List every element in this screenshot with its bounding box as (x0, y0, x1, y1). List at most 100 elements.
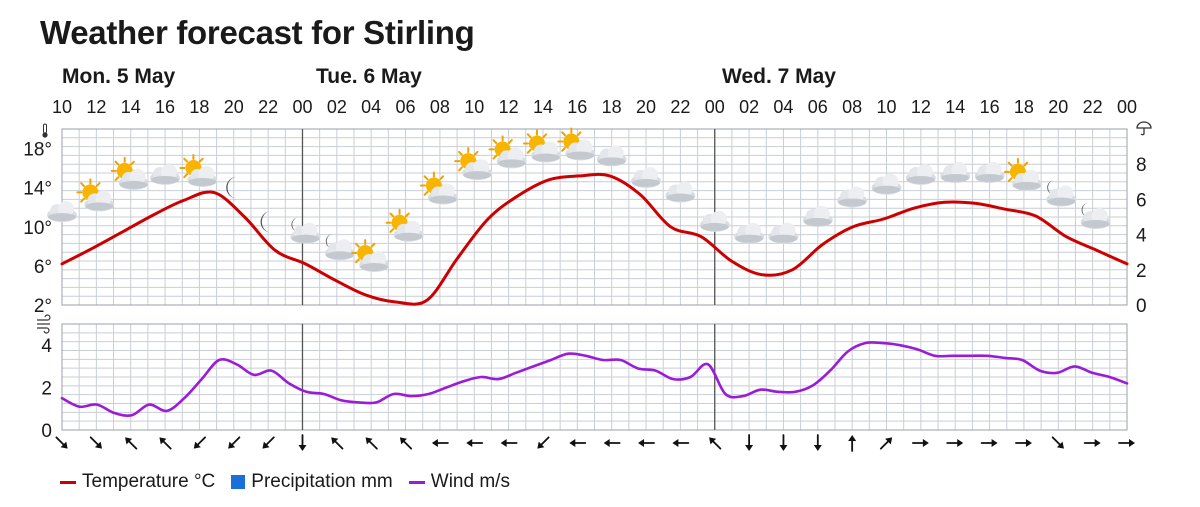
sun-ray (507, 139, 513, 145)
sun-ray (1023, 161, 1029, 167)
partly-cloudy-night-icon (1046, 180, 1077, 207)
arrow-head (957, 439, 964, 447)
sun-ray (389, 212, 395, 218)
arrow-head (228, 441, 236, 449)
cloud-icon (837, 186, 868, 208)
precipitation-axis: 0 2 4 6 8 (1136, 155, 1147, 317)
arrow-head (745, 445, 754, 451)
cloud-icon (940, 162, 971, 183)
sun-ray (492, 154, 498, 160)
cloud-shape (838, 198, 867, 207)
legend-item-temperature[interactable]: Temperature °C (60, 471, 215, 493)
partly-sunny-icon (419, 171, 458, 205)
chart-legend: Temperature °C Precipitation mm Wind m/s (60, 471, 526, 493)
partly-sunny-icon (110, 156, 149, 190)
day-labels: Mon. 5 May Tue. 6 May Wed. 7 May (62, 65, 836, 88)
hour-tick-label: 06 (396, 97, 416, 117)
sun-ray (526, 133, 532, 139)
sun-ray (423, 190, 429, 196)
wind-arrow-icon (1118, 439, 1135, 447)
wind-stroke (37, 314, 51, 321)
wind-arrow-icon (848, 435, 857, 452)
precipitation-tick-label: 4 (1136, 226, 1147, 247)
arrow-head (500, 439, 507, 447)
hour-tick-label: 14 (533, 97, 553, 117)
temperature-tick-label: 14° (23, 179, 52, 200)
sun-ray (423, 175, 429, 181)
hour-tick-label: 04 (361, 97, 381, 117)
precipitation-tick-label: 0 (1136, 296, 1147, 317)
legend-swatch-temperature (60, 480, 76, 484)
cloud-shape (632, 178, 661, 187)
temperature-tick-label: 18° (23, 140, 52, 161)
precipitation-tick-label: 6 (1136, 190, 1147, 211)
cloud-shape (151, 175, 180, 184)
wind-arrow-icon (672, 439, 690, 447)
wind-arrow-icon (1051, 436, 1064, 449)
wind-arrow-icon (399, 437, 413, 450)
cloud-icon (768, 222, 799, 244)
arrow-head (922, 439, 929, 447)
partly-sunny-icon (454, 147, 493, 181)
cloud-shape (666, 193, 695, 202)
arrow-head (848, 435, 857, 441)
sun-ray (492, 139, 498, 145)
weather-icons (47, 127, 1111, 273)
cloud-shape (975, 174, 1004, 182)
sun-ray (183, 157, 189, 163)
arrow-head (672, 439, 679, 447)
partly-sunny-icon (385, 208, 424, 242)
cloud-icon (974, 162, 1005, 183)
arrow-head (991, 439, 998, 447)
hour-tick-label: 04 (773, 97, 793, 117)
sun-ray (561, 131, 566, 137)
hour-tick-label: 14 (121, 97, 141, 117)
moon-shape (260, 211, 272, 233)
wind-arrow-icon (946, 439, 964, 447)
cloud-shape (769, 234, 798, 243)
hour-tick-label: 10 (52, 97, 72, 117)
hour-tick-label: 00 (292, 97, 312, 117)
partly-cloudy-night-icon (290, 217, 321, 244)
umbrella-handle (1140, 128, 1145, 136)
partly-sunny-icon (1003, 157, 1042, 191)
sun-ray (355, 258, 360, 264)
cloud-shape (531, 153, 560, 162)
hour-tick-label: 20 (636, 97, 656, 117)
sun-ray (542, 133, 548, 139)
cloud-shape (325, 251, 354, 260)
umbrella-icon (1136, 121, 1152, 136)
hour-tick-label: 16 (155, 97, 175, 117)
moon-shape (226, 176, 238, 199)
wind-arrow-icon (745, 434, 754, 451)
arrow-head (193, 441, 201, 449)
legend-item-precipitation[interactable]: Precipitation mm (231, 471, 393, 493)
cloud-icon (871, 173, 902, 195)
hour-tick-label: 12 (86, 97, 106, 117)
sun-ray (80, 182, 85, 188)
sun-ray (404, 212, 410, 218)
thermometer-icon (42, 123, 48, 138)
sun-ray (183, 173, 189, 179)
arrow-head (365, 437, 373, 445)
cloud-icon (150, 163, 181, 185)
temperature-axis: 2° 6° 10° 14° 18° (23, 140, 52, 317)
thermometer-bulb (42, 132, 48, 138)
wind-stroke (37, 327, 50, 334)
hour-tick-label: 12 (499, 97, 519, 117)
hour-tick-label: 18 (602, 97, 622, 117)
wind-icon (37, 314, 51, 334)
legend-item-wind[interactable]: Wind m/s (408, 471, 510, 493)
wind-arrow-icon (603, 439, 621, 447)
wind-arrow-icon (980, 439, 998, 447)
moon-icon (226, 176, 238, 199)
wind-arrow-icon (159, 437, 172, 450)
sun-ray (458, 166, 463, 172)
partly-sunny-icon (522, 129, 561, 163)
cloud-shape (941, 174, 970, 182)
wind-arrow-icon (1015, 439, 1032, 447)
sun-ray (130, 160, 135, 166)
wind-arrow-icon (228, 436, 241, 449)
cloud-shape (700, 222, 729, 231)
wind-arrow-icon (537, 436, 550, 449)
